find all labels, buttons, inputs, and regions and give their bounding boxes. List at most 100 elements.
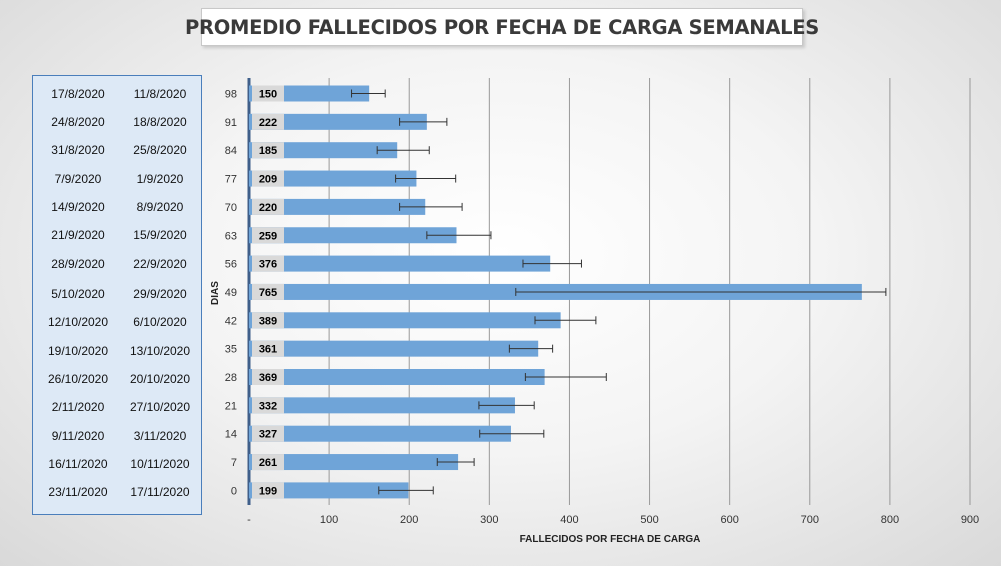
date-start: 29/9/2020 (133, 286, 187, 301)
data-label-box (252, 85, 284, 102)
date-end: 19/10/2020 (47, 343, 109, 358)
data-label-box (252, 425, 284, 442)
date-row: 31/8/2020 25/8/2020 (33, 140, 201, 160)
bar (249, 482, 409, 499)
data-label: 222 (259, 117, 277, 129)
data-label-box (252, 227, 284, 244)
data-label: 199 (259, 485, 277, 497)
data-label: 220 (259, 202, 277, 214)
data-label-box (252, 312, 284, 329)
date-row: 23/11/2020 17/11/2020 (33, 482, 201, 502)
data-label: 369 (259, 372, 277, 384)
x-tick-label: 200 (400, 514, 418, 526)
date-row: 17/8/2020 11/8/2020 (33, 84, 201, 104)
date-start: 20/10/2020 (129, 372, 191, 386)
chart-title: PROMEDIO FALLECIDOS POR FECHA DE CARGA S… (185, 15, 820, 39)
bar (249, 170, 417, 187)
data-label-box (252, 397, 284, 414)
date-start: 11/8/2020 (133, 86, 187, 101)
date-end: 28/9/2020 (51, 256, 105, 271)
data-label-box (252, 198, 284, 215)
bar (249, 227, 457, 244)
data-label-box (252, 283, 284, 300)
data-label-box (252, 142, 284, 159)
data-label: 389 (259, 315, 277, 327)
data-label: 376 (259, 259, 277, 271)
bar (249, 113, 427, 130)
y-tick-label: 42 (225, 315, 237, 327)
bar (249, 454, 459, 471)
date-start: 27/10/2020 (129, 400, 191, 415)
date-end: 24/8/2020 (51, 114, 105, 129)
x-tick-label: 700 (801, 514, 819, 526)
data-label-box (252, 454, 284, 471)
date-start: 3/11/2020 (133, 428, 187, 443)
date-row: 21/9/2020 15/9/2020 (33, 225, 201, 245)
y-tick-label: 56 (225, 259, 237, 271)
bar (249, 255, 551, 272)
date-end: 16/11/2020 (48, 457, 108, 472)
y-tick-label: 63 (225, 230, 237, 242)
date-start: 18/8/2020 (133, 114, 187, 129)
bar (249, 312, 561, 329)
y-tick-label: 7 (231, 457, 237, 469)
x-tick-label: 400 (560, 514, 578, 526)
date-end: 2/11/2020 (51, 400, 105, 415)
date-end: 14/9/2020 (51, 199, 105, 214)
data-label: 332 (259, 400, 277, 412)
date-end: 17/8/2020 (51, 86, 105, 101)
date-end: 23/11/2020 (48, 485, 108, 500)
date-row: 9/11/2020 3/11/2020 (33, 426, 201, 446)
data-label: 765 (259, 287, 277, 299)
date-start: 25/8/2020 (133, 143, 187, 158)
y-tick-label: 35 (225, 344, 237, 356)
x-tick-label: - (247, 514, 251, 526)
y-tick-label: 77 (225, 174, 237, 186)
date-end: 5/10/2020 (51, 286, 105, 301)
y-tick-label: 98 (225, 89, 237, 101)
y-tick-label: 84 (225, 145, 237, 157)
date-end: 9/11/2020 (51, 428, 105, 443)
date-row: 19/10/2020 13/10/2020 (33, 341, 201, 361)
data-label-box (252, 170, 284, 187)
date-end: 21/9/2020 (51, 228, 105, 243)
data-label-box (252, 369, 284, 385)
data-label-box (252, 340, 284, 357)
y-tick-label: 0 (231, 485, 237, 497)
date-range-table: 17/8/2020 11/8/2020 24/8/2020 18/8/2020 31/8… (32, 75, 202, 515)
date-end: 31/8/2020 (51, 143, 105, 158)
y-tick-label: 91 (225, 117, 237, 129)
date-start: 13/10/2020 (129, 343, 191, 358)
data-label: 259 (259, 230, 277, 242)
chart-title-box: PROMEDIO FALLECIDOS POR FECHA DE CARGA S… (185, 8, 819, 46)
date-row: 2/11/2020 27/10/2020 (33, 397, 201, 417)
date-row: 5/10/2020 29/9/2020 (33, 284, 201, 304)
data-label: 185 (259, 145, 277, 157)
date-row: 28/9/2020 22/9/2020 (33, 254, 201, 274)
date-start: 6/10/2020 (133, 315, 187, 330)
date-end: 26/10/2020 (47, 372, 109, 386)
date-start: 15/9/2020 (133, 228, 187, 243)
date-end: 12/10/2020 (47, 315, 109, 330)
date-row: 12/10/2020 6/10/2020 (33, 312, 201, 332)
data-label-box (252, 255, 284, 272)
date-start: 10/11/2020 (130, 457, 190, 472)
date-start: 1/9/2020 (136, 171, 184, 186)
bar (249, 425, 511, 442)
x-tick-label: 500 (640, 514, 658, 526)
date-start: 17/11/2020 (130, 485, 190, 500)
data-label-box (252, 482, 284, 499)
data-label: 150 (259, 89, 277, 101)
data-label-box (252, 113, 284, 130)
date-start: 22/9/2020 (133, 256, 187, 271)
date-row: 26/10/2020 20/10/2020 (33, 369, 201, 389)
y-tick-label: 49 (225, 287, 237, 299)
bar (249, 369, 545, 385)
date-end: 7/9/2020 (54, 171, 102, 186)
data-label: 327 (259, 429, 277, 441)
y-tick-label: 28 (225, 372, 237, 384)
data-label: 209 (259, 174, 277, 186)
bar (249, 340, 539, 357)
y-tick-label: 14 (225, 429, 237, 441)
x-tick-label: 100 (320, 514, 338, 526)
